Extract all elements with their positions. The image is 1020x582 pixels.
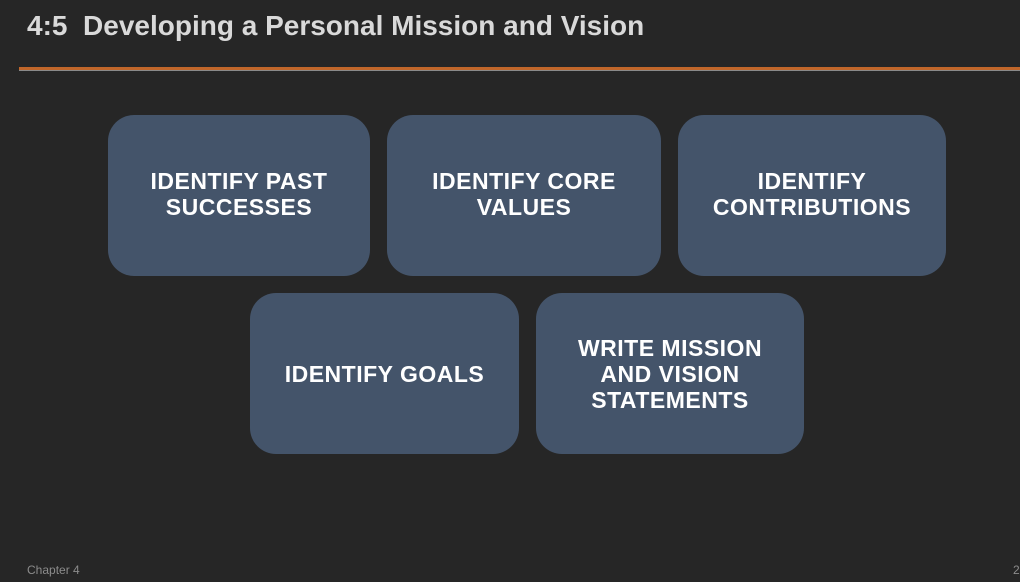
footer-chapter: Chapter 4: [27, 563, 80, 577]
step-box-write-mission-and-vision: WRITE MISSION AND VISION STATEMENTS: [536, 293, 804, 454]
step-label: IDENTIFY CONTRIBUTIONS: [712, 168, 912, 220]
step-box-identify-core-values: IDENTIFY CORE VALUES: [387, 115, 661, 276]
step-box-identify-past-successes: IDENTIFY PAST SUCCESSES: [108, 115, 370, 276]
footer-page-number: 2: [1013, 563, 1020, 577]
title-underline-gray: [19, 70, 1020, 71]
step-box-identify-contributions: IDENTIFY CONTRIBUTIONS: [678, 115, 946, 276]
step-box-identify-goals: IDENTIFY GOALS: [250, 293, 519, 454]
step-label: IDENTIFY PAST SUCCESSES: [150, 168, 328, 220]
step-label: IDENTIFY GOALS: [284, 360, 485, 387]
step-label: IDENTIFY CORE VALUES: [432, 168, 616, 220]
step-label: WRITE MISSION AND VISION STATEMENTS: [577, 334, 763, 413]
slide-title: 4:5 Developing a Personal Mission and Vi…: [27, 10, 645, 41]
title-underline-accent: [19, 67, 1020, 70]
